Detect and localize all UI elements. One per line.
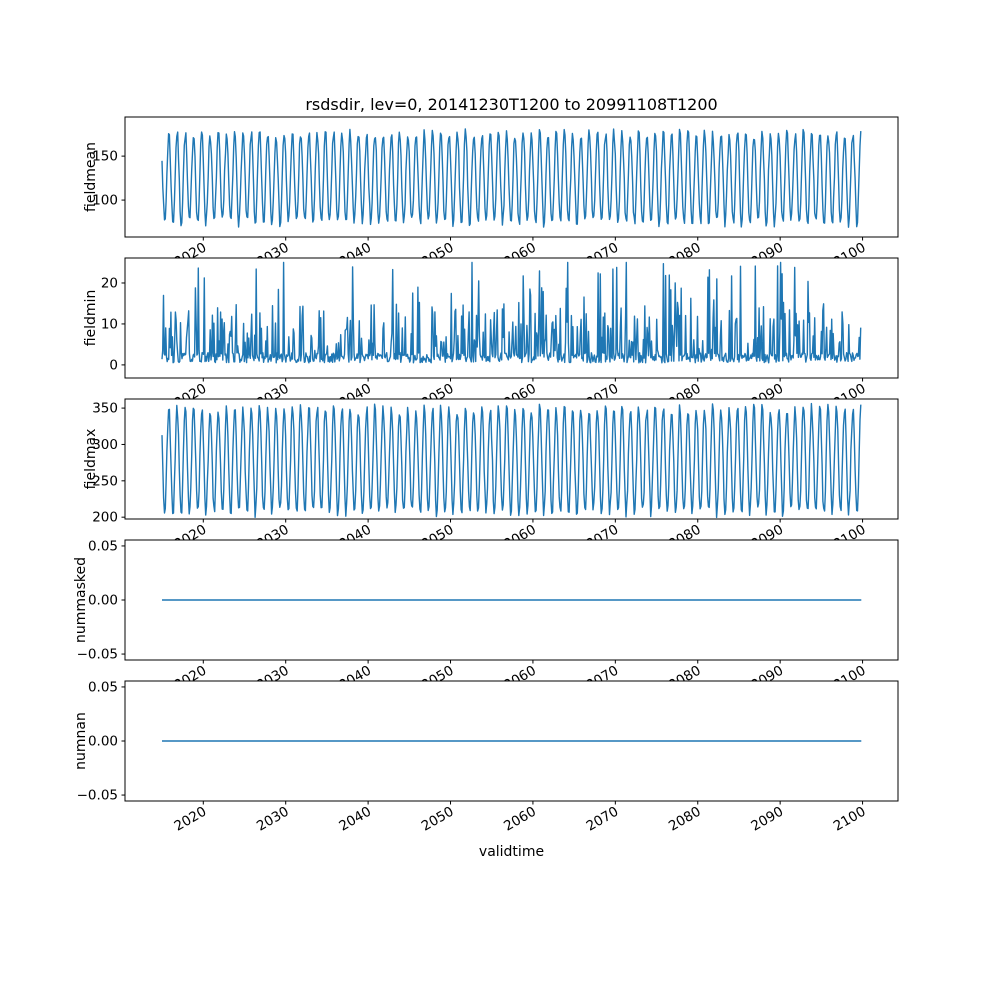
x-tick-label: 2040 <box>336 804 374 835</box>
y-tick-label: 0 <box>109 357 118 373</box>
y-axis-label: numnan <box>73 712 89 770</box>
y-axis-label: fieldmax <box>83 429 99 490</box>
y-tick-label: −0.05 <box>77 647 118 663</box>
x-tick-label: 2020 <box>172 804 210 835</box>
y-tick-label: 0.00 <box>88 593 118 609</box>
x-tick-label: 2080 <box>666 804 704 835</box>
y-axis-label: fieldmin <box>83 290 99 347</box>
y-tick-label: 0.05 <box>88 679 118 695</box>
y-tick-label: 0.05 <box>88 538 118 554</box>
line-series-fieldmax <box>161 402 862 519</box>
y-tick-label: 300 <box>92 437 118 453</box>
line-series-fieldmean <box>161 128 862 228</box>
y-tick-label: 200 <box>92 510 118 526</box>
y-tick-label: 100 <box>92 193 118 209</box>
x-tick-label: 2070 <box>584 804 622 835</box>
y-tick-label: 250 <box>92 473 118 489</box>
y-tick-label: 350 <box>92 401 118 417</box>
subplot-numnan: −0.05 0.00 0.05 numnan 2020 2030 2040 2050 2060 2… <box>73 679 899 835</box>
y-tick-label: 0.00 <box>88 734 118 750</box>
x-tick-label: 2090 <box>748 804 786 835</box>
x-tick-label: 2050 <box>419 804 457 835</box>
line-series-fieldmin <box>161 261 862 364</box>
y-axis-label: nummasked <box>73 557 89 643</box>
y-tick-label: 10 <box>101 316 118 332</box>
y-axis-label: fieldmean <box>83 142 99 212</box>
x-tick-label: 2060 <box>501 804 539 835</box>
y-tick-label: 20 <box>101 275 118 291</box>
y-tick-label: −0.05 <box>77 788 118 804</box>
x-tick-label: 2100 <box>831 804 869 835</box>
x-tick-label: 2030 <box>254 804 292 835</box>
x-axis-label: validtime <box>479 844 544 860</box>
figure-title: rsdsdir, lev=0, 20141230T1200 to 2099110… <box>305 95 717 114</box>
y-tick-label: 150 <box>92 149 118 165</box>
